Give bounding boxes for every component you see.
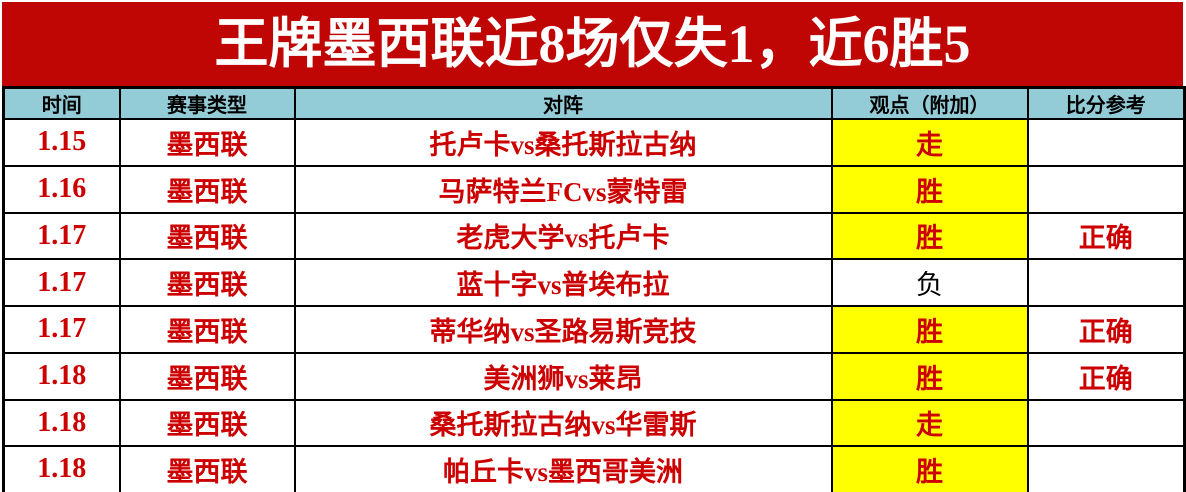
league-cell: 墨西联: [118, 351, 296, 401]
match-cell: 老虎大学vs托卢卡: [293, 211, 833, 261]
date-cell: 1.17: [2, 305, 121, 354]
match-cell: 蓝十字vs普埃布拉: [293, 258, 833, 307]
table-row: 1.17 墨西联 老虎大学vs托卢卡 胜 正确: [2, 211, 1186, 261]
league-cell: 墨西联: [118, 445, 296, 492]
header-cell-league: 赛事类型: [118, 86, 296, 120]
header-cell-view: 观点（附加）: [830, 86, 1029, 120]
match-cell: 蒂华纳vs圣路易斯竞技: [293, 305, 833, 354]
view-cell: 胜: [830, 351, 1029, 401]
score-ref-cell: [1026, 258, 1186, 307]
date-cell: 1.15: [2, 118, 121, 167]
league-cell: 墨西联: [118, 258, 296, 307]
match-cell: 帕丘卡vs墨西哥美洲: [293, 445, 833, 492]
score-ref-cell: [1026, 118, 1186, 167]
league-cell: 墨西联: [118, 164, 296, 214]
header-cell-time: 时间: [2, 86, 121, 120]
date-cell: 1.16: [2, 164, 121, 214]
match-cell: 托卢卡vs桑托斯拉古纳: [293, 118, 833, 167]
match-cell: 桑托斯拉古纳vs华雷斯: [293, 398, 833, 448]
table-row: 1.18 墨西联 桑托斯拉古纳vs华雷斯 走: [2, 398, 1186, 448]
table-row: 1.17 墨西联 蒂华纳vs圣路易斯竞技 胜 正确: [2, 305, 1186, 354]
date-cell: 1.17: [2, 258, 121, 307]
score-ref-cell: [1026, 398, 1186, 448]
header-cell-match: 对阵: [293, 86, 833, 120]
table-row: 1.17 墨西联 蓝十字vs普埃布拉 负: [2, 258, 1186, 307]
table-row: 1.18 墨西联 帕丘卡vs墨西哥美洲 胜: [2, 445, 1186, 492]
date-cell: 1.17: [2, 211, 121, 261]
date-cell: 1.18: [2, 351, 121, 401]
view-cell: 胜: [830, 305, 1029, 354]
page-title: 王牌墨西联近8场仅失1，近6胜5: [214, 14, 971, 74]
view-cell: 走: [830, 118, 1029, 167]
league-cell: 墨西联: [118, 118, 296, 167]
view-cell: 胜: [830, 211, 1029, 261]
score-ref-cell: [1026, 445, 1186, 492]
match-cell: 马萨特兰FCvs蒙特雷: [293, 164, 833, 214]
title-banner: 王牌墨西联近8场仅失1，近6胜5: [2, 2, 1183, 86]
date-cell: 1.18: [2, 445, 121, 492]
view-cell: 负: [830, 258, 1029, 307]
score-ref-cell: 正确: [1026, 211, 1186, 261]
date-cell: 1.18: [2, 398, 121, 448]
view-cell: 走: [830, 398, 1029, 448]
table-row: 1.18 墨西联 美洲狮vs莱昂 胜 正确: [2, 351, 1186, 401]
results-table: 时间 赛事类型 对阵 观点（附加） 比分参考 1.15 墨西联 托卢卡vs桑托斯…: [2, 86, 1186, 492]
header-row: 时间 赛事类型 对阵 观点（附加） 比分参考: [2, 86, 1186, 120]
score-ref-cell: 正确: [1026, 305, 1186, 354]
table-row: 1.16 墨西联 马萨特兰FCvs蒙特雷 胜: [2, 164, 1186, 214]
score-ref-cell: [1026, 164, 1186, 214]
league-cell: 墨西联: [118, 211, 296, 261]
league-cell: 墨西联: [118, 305, 296, 354]
table-row: 1.15 墨西联 托卢卡vs桑托斯拉古纳 走: [2, 118, 1186, 167]
match-cell: 美洲狮vs莱昂: [293, 351, 833, 401]
score-ref-cell: 正确: [1026, 351, 1186, 401]
view-cell: 胜: [830, 164, 1029, 214]
header-cell-score-ref: 比分参考: [1026, 86, 1186, 120]
view-cell: 胜: [830, 445, 1029, 492]
league-cell: 墨西联: [118, 398, 296, 448]
